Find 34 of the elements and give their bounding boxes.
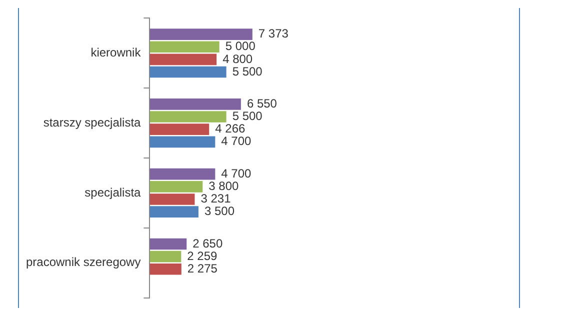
y-tick-label: specjalista [84,185,142,200]
data-label: 3 500 [204,204,235,218]
data-label: 3 231 [200,192,232,206]
data-label: 2 259 [187,248,218,263]
bar [150,206,198,218]
bar [150,180,203,192]
data-label: 7 373 [258,26,289,41]
data-label: 4 266 [215,122,246,136]
y-tick-label: kierownik [90,45,142,60]
data-label: 2 650 [192,236,223,250]
bar [150,124,210,136]
bar [150,66,226,78]
bar [150,263,182,275]
bar [150,41,220,53]
bar [150,250,182,262]
data-label: 5 500 [232,64,263,78]
data-label: 4 800 [222,52,253,66]
bar [150,111,226,122]
data-label: 4 700 [221,166,252,180]
bar [150,238,187,250]
data-label: 4 700 [221,134,252,148]
y-tick-label: pracownik szeregowy [26,255,141,270]
bar [150,136,216,148]
data-label: 5 000 [225,39,256,54]
data-label: 3 800 [208,178,239,193]
data-label: 2 275 [187,261,218,276]
bar [150,98,241,110]
bar [150,28,252,40]
y-tick-label: starszy specjalista [43,115,142,130]
bar [150,168,216,180]
data-label: 6 550 [246,96,278,110]
bar [150,194,195,205]
bar [150,54,217,66]
data-label: 5 500 [232,109,263,124]
